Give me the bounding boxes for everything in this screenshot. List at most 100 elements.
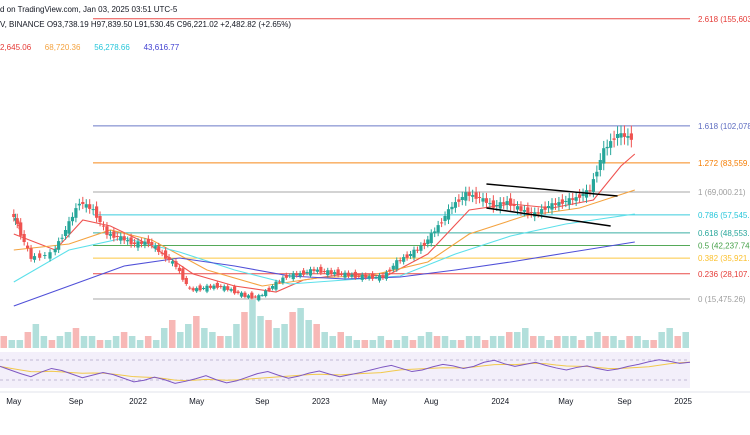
- candle-body: [440, 222, 444, 224]
- candle-body: [267, 287, 271, 291]
- candle-body: [170, 261, 175, 264]
- candle-body: [191, 288, 195, 291]
- candle-body: [226, 286, 230, 290]
- x-axis-tick-May: May: [372, 397, 387, 406]
- candle-body: [553, 203, 558, 205]
- volume-bar: [505, 332, 513, 348]
- candle-body: [60, 237, 64, 239]
- candle-body: [402, 257, 406, 262]
- candle-body: [446, 209, 451, 220]
- candle-body: [571, 198, 575, 200]
- candle-body: [150, 242, 154, 245]
- candle-body: [343, 272, 347, 278]
- candle-body: [381, 275, 385, 278]
- volume-bar: [345, 336, 353, 348]
- candle-body: [526, 207, 530, 214]
- header-source: d on TradingView.com, Jan 03, 2025 03:51…: [0, 5, 178, 14]
- volume-bar: [473, 336, 481, 348]
- volume-bar: [457, 340, 465, 348]
- candle-body: [12, 214, 16, 217]
- candle-body: [181, 268, 185, 280]
- volume-bar: [273, 328, 280, 348]
- volume-bar: [297, 308, 304, 348]
- candle-body: [457, 199, 461, 202]
- ma-value-1: 68,720.36: [45, 43, 81, 52]
- volume-bar: [24, 332, 32, 348]
- volume-bar: [393, 340, 401, 348]
- candle-body: [436, 225, 440, 233]
- candle-body: [63, 230, 68, 236]
- volume-bar: [64, 332, 72, 348]
- volume-bar: [305, 320, 312, 348]
- candle-body: [622, 133, 627, 137]
- volume-bar: [289, 312, 296, 348]
- volume-bar: [489, 336, 497, 348]
- candle-body: [215, 282, 219, 288]
- volume-bar: [409, 340, 417, 348]
- x-axis-tick-2024: 2024: [491, 397, 509, 406]
- volume-bar: [361, 340, 369, 348]
- candle-body: [195, 288, 199, 292]
- candle-body: [495, 205, 499, 206]
- fib-label-0.618: 0.618 (48,553.6): [698, 229, 750, 238]
- volume-bar: [449, 340, 457, 348]
- fib-label-0.5: 0.5 (42,237.74): [698, 242, 750, 251]
- candle-body: [139, 241, 144, 244]
- volume-bar: [128, 336, 136, 348]
- volume-bar: [177, 332, 184, 348]
- volume-bar: [152, 340, 160, 348]
- candle-body: [471, 195, 475, 197]
- candle-body: [450, 206, 454, 210]
- ma-value-2: 56,278.66: [94, 43, 130, 52]
- candle-body: [529, 212, 533, 213]
- candle-body: [295, 273, 299, 276]
- volume-bar: [674, 336, 681, 348]
- candle-body: [38, 253, 42, 258]
- candle-body: [536, 212, 540, 214]
- candle-body: [32, 256, 37, 260]
- candle-body: [412, 249, 416, 258]
- volume-bar: [682, 332, 689, 348]
- candle-body: [67, 221, 71, 234]
- candle-body: [115, 236, 119, 237]
- candle-body: [288, 275, 292, 277]
- candle-body: [522, 210, 526, 212]
- rsi-panel-bg: [0, 352, 690, 388]
- candle-body: [129, 237, 133, 245]
- volume-bar: [329, 336, 336, 348]
- candle-body: [315, 269, 319, 272]
- volume-bar: [185, 324, 192, 348]
- candle-body: [626, 136, 630, 138]
- volume-bar: [497, 336, 505, 348]
- candle-body: [157, 246, 161, 252]
- candle-body: [26, 245, 30, 249]
- fib-label-0.786: 0.786 (57,545.8): [698, 211, 750, 220]
- volume-bar: [32, 324, 40, 348]
- candle-body: [264, 290, 268, 297]
- candle-body: [612, 138, 616, 140]
- moving-average-line-2: [13, 213, 635, 285]
- candle-body: [291, 273, 295, 280]
- volume-bar: [8, 340, 16, 348]
- volume-bar: [265, 320, 272, 348]
- candle-body: [505, 201, 509, 205]
- candle-body: [422, 242, 426, 246]
- candle-body: [29, 248, 33, 259]
- candle-body: [77, 203, 81, 206]
- candle-body: [119, 236, 123, 241]
- candle-body: [22, 234, 26, 242]
- candle-body: [260, 295, 264, 297]
- candle-body: [360, 274, 364, 280]
- candle-body: [598, 160, 602, 170]
- volume-bar: [281, 324, 288, 348]
- candle-body: [164, 250, 168, 259]
- candle-body: [188, 287, 192, 289]
- volume-bar: [554, 336, 561, 348]
- candle-body: [581, 194, 585, 196]
- candle-body: [15, 218, 19, 224]
- volume-bar: [634, 336, 641, 348]
- candle-body: [419, 245, 423, 251]
- candle-body: [467, 192, 471, 196]
- candle-body: [567, 198, 571, 205]
